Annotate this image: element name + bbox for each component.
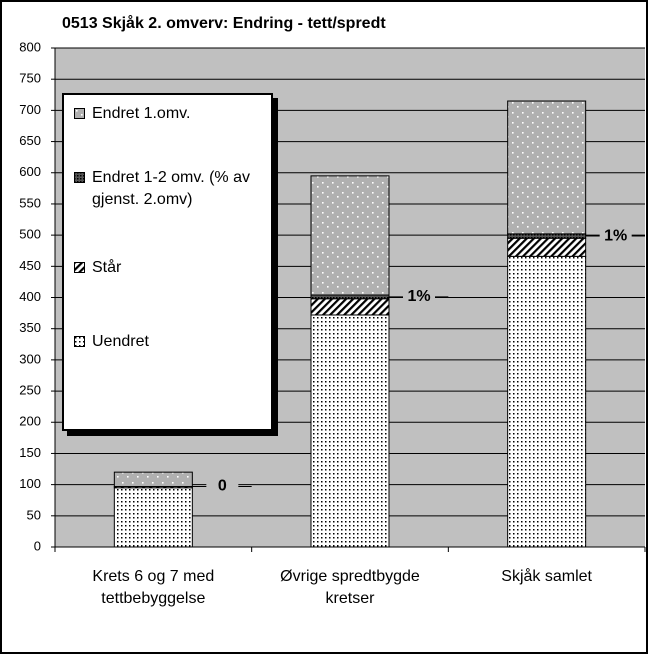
data-label: 0 xyxy=(218,478,227,495)
x-tick-label: Øvrige spredtbygde kretser xyxy=(280,568,420,607)
bar-segment xyxy=(507,233,587,239)
x-tick-label: Skjåk samlet xyxy=(501,568,592,585)
legend-label: Endret 1-2 omv. (% av gjenst. 2.omv) xyxy=(92,169,250,208)
legend-item: Uendret xyxy=(74,331,287,353)
legend-label: Uendret xyxy=(92,333,149,350)
y-tick-label: 750 xyxy=(19,71,41,86)
legend-swatch xyxy=(74,172,85,183)
y-tick-label: 100 xyxy=(19,476,41,491)
y-tick-label: 150 xyxy=(19,445,41,460)
legend-item: Endret 1.omv. xyxy=(74,103,287,125)
legend-label: Står xyxy=(92,259,122,276)
y-tick-label: 550 xyxy=(19,195,41,210)
legend-item: Endret 1-2 omv. (% av gjenst. 2.omv) xyxy=(74,167,287,211)
y-tick-label: 350 xyxy=(19,320,41,335)
bar-segment xyxy=(310,314,390,548)
legend: Uendret Står Endret 1-2 omv. (% av gjenst.… xyxy=(62,93,273,431)
x-tick-label: Krets 6 og 7 med tettbebyggelse xyxy=(92,568,215,607)
legend-swatch-fill xyxy=(74,108,85,119)
bar-segment xyxy=(113,487,193,548)
legend-swatch xyxy=(74,262,85,273)
legend-swatch xyxy=(74,108,85,119)
legend-swatch-fill xyxy=(74,262,85,273)
data-label: 1% xyxy=(407,288,430,305)
bar-segment xyxy=(507,237,587,257)
bar-segment xyxy=(507,100,587,235)
label-bg xyxy=(206,477,239,496)
y-tick-label: 300 xyxy=(19,351,41,366)
y-tick-label: 700 xyxy=(19,102,41,117)
data-label: 1% xyxy=(604,227,627,244)
y-tick-label: 50 xyxy=(27,507,41,522)
legend-label: Endret 1.omv. xyxy=(92,105,191,122)
y-tick-label: 800 xyxy=(19,39,41,54)
bar-segment xyxy=(113,471,193,487)
label-bg xyxy=(403,287,435,306)
legend-item: Står xyxy=(74,257,287,279)
y-tick-label: 450 xyxy=(19,258,41,273)
legend-swatch xyxy=(74,336,85,347)
y-tick-label: 400 xyxy=(19,289,41,304)
y-tick-label: 500 xyxy=(19,227,41,242)
bar-segment xyxy=(507,255,587,548)
chart-title: 0513 Skjåk 2. omverv: Endring - tett/spr… xyxy=(62,14,386,32)
legend-swatch-fill xyxy=(74,172,85,183)
bar-segment xyxy=(310,175,390,296)
y-tick-label: 600 xyxy=(19,164,41,179)
legend-swatch-fill xyxy=(74,336,85,347)
y-tick-label: 650 xyxy=(19,133,41,148)
y-tick-label: 250 xyxy=(19,383,41,398)
y-tick-label: 0 xyxy=(34,538,41,553)
y-tick-label: 200 xyxy=(19,414,41,429)
bar-segment xyxy=(310,294,390,300)
bar-segment xyxy=(310,298,390,316)
label-bg xyxy=(599,227,632,246)
